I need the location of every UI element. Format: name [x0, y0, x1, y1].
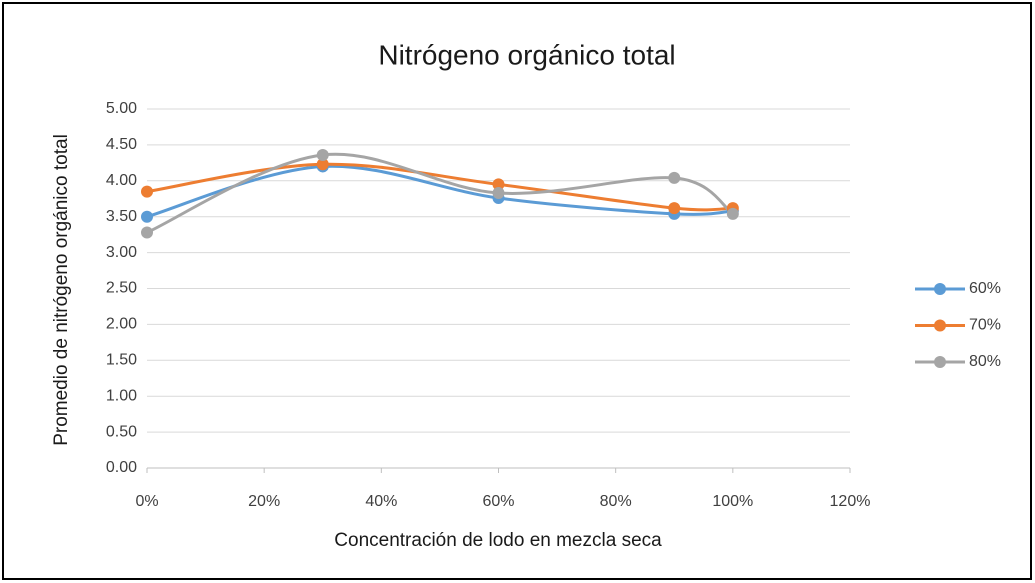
x-tick-label: 40%	[365, 493, 397, 510]
y-tick-label: 3.50	[106, 208, 137, 225]
x-tick-label: 60%	[482, 493, 514, 510]
data-point	[492, 178, 505, 191]
y-tick-label: 0.00	[106, 459, 137, 476]
legend-label: 80%	[969, 353, 1001, 370]
x-axis-title: Concentración de lodo en mezcla seca	[334, 530, 662, 551]
y-tick-label: 2.50	[106, 280, 137, 297]
data-point	[141, 185, 153, 198]
y-tick-label: 1.00	[106, 387, 137, 404]
data-point	[316, 158, 329, 171]
data-point	[141, 210, 153, 223]
y-tick-label: 1.50	[106, 352, 137, 369]
legend-marker	[934, 356, 946, 368]
legend-marker	[934, 283, 946, 295]
x-tick-label: 100%	[712, 493, 753, 510]
x-tick-label: 0%	[135, 493, 158, 510]
y-axis-title: Promedio de nitrógeno orgánico total	[51, 134, 72, 446]
legend-marker	[934, 319, 946, 332]
y-tick-label: 4.50	[106, 136, 137, 153]
legend-label: 60%	[969, 280, 1001, 297]
y-tick-label: 5.00	[106, 100, 137, 117]
data-point	[726, 207, 739, 220]
legend-label: 70%	[969, 317, 1001, 334]
y-tick-label: 4.00	[106, 172, 137, 189]
data-point	[492, 187, 505, 200]
data-point	[316, 148, 329, 161]
y-tick-label: 3.00	[106, 244, 137, 261]
y-tick-label: 2.00	[106, 316, 137, 333]
data-point	[668, 202, 681, 215]
x-tick-label: 120%	[830, 493, 871, 510]
data-point	[668, 171, 681, 184]
x-tick-label: 80%	[600, 493, 632, 510]
chart-title: Nitrógeno orgánico total	[378, 39, 675, 70]
y-tick-label: 0.50	[106, 423, 137, 440]
data-point	[141, 226, 153, 239]
x-tick-label: 20%	[248, 493, 280, 510]
